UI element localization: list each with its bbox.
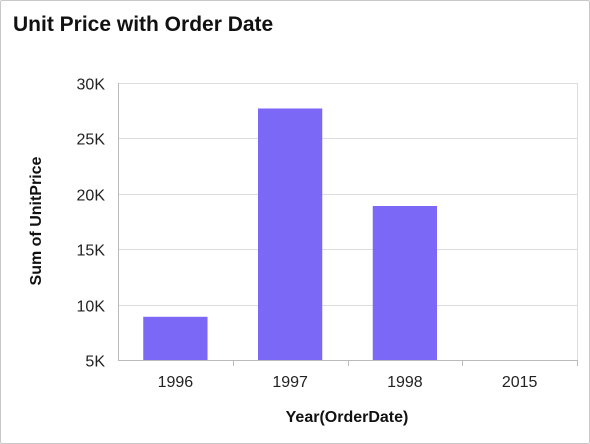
chart-title: Unit Price with Order Date: [13, 13, 274, 36]
y-axis-title: Sum of UnitPrice: [28, 156, 45, 285]
x-tick-label: 1998: [387, 374, 423, 391]
y-tick-label: 10K: [77, 299, 106, 316]
bar-1997[interactable]: [257, 108, 323, 360]
x-axis-title: Year(OrderDate): [286, 409, 409, 426]
axes: [118, 83, 578, 366]
bar-1996[interactable]: [143, 316, 208, 360]
bar-1998[interactable]: [372, 205, 438, 360]
x-tick-label: 1997: [272, 374, 308, 391]
y-tick-label: 15K: [77, 243, 106, 260]
y-tick-label: 5K: [85, 354, 105, 371]
bars: [143, 108, 438, 360]
x-tick-label: 1996: [158, 374, 194, 391]
y-tick-label: 20K: [77, 188, 106, 205]
y-tick-label: 30K: [77, 77, 106, 94]
x-tick-label: 2015: [502, 374, 538, 391]
grid-lines: [118, 83, 578, 360]
y-tick-label: 25K: [77, 132, 106, 149]
x-tick-labels: 1996 1997 1998 2015: [158, 374, 538, 391]
y-tick-labels: 5K 10K 15K 20K 25K 30K: [77, 77, 106, 371]
